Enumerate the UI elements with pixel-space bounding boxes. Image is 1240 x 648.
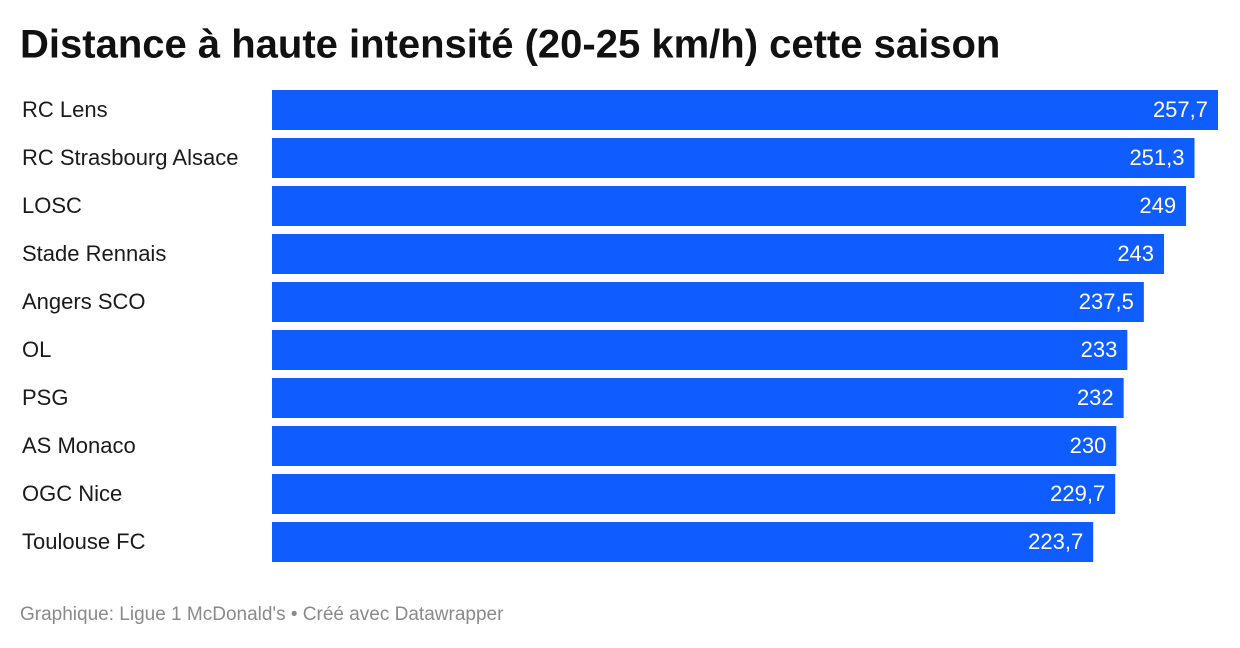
bar — [272, 522, 1094, 562]
value-label: 249 — [1139, 193, 1176, 218]
category-label: OGC Nice — [22, 481, 122, 506]
value-label: 243 — [1117, 241, 1154, 266]
category-label: LOSC — [22, 193, 82, 218]
value-label: 257,7 — [1153, 97, 1208, 122]
value-label: 237,5 — [1079, 289, 1134, 314]
category-label: RC Lens — [22, 97, 108, 122]
category-label: Stade Rennais — [22, 241, 166, 266]
chart-title: Distance à haute intensité (20-25 km/h) … — [20, 23, 1000, 67]
bar — [272, 138, 1195, 178]
bar — [272, 282, 1144, 322]
bar — [272, 378, 1124, 418]
value-label: 230 — [1070, 433, 1107, 458]
value-label: 232 — [1077, 385, 1114, 410]
bar — [272, 234, 1165, 274]
value-label: 233 — [1081, 337, 1118, 362]
category-label: RC Strasbourg Alsace — [22, 145, 238, 170]
category-label: OL — [22, 337, 51, 362]
category-label: AS Monaco — [22, 433, 136, 458]
category-label: PSG — [22, 385, 68, 410]
bar — [272, 90, 1218, 130]
value-label: 223,7 — [1028, 529, 1083, 554]
category-label: Toulouse FC — [22, 529, 146, 554]
category-label: Angers SCO — [22, 289, 146, 314]
bar — [272, 426, 1117, 466]
value-label: 229,7 — [1050, 481, 1105, 506]
source-note: Graphique: Ligue 1 McDonald's • Créé ave… — [20, 604, 504, 625]
bar — [272, 474, 1116, 514]
value-label: 251,3 — [1129, 145, 1184, 170]
bar — [272, 186, 1187, 226]
bar — [272, 330, 1128, 370]
